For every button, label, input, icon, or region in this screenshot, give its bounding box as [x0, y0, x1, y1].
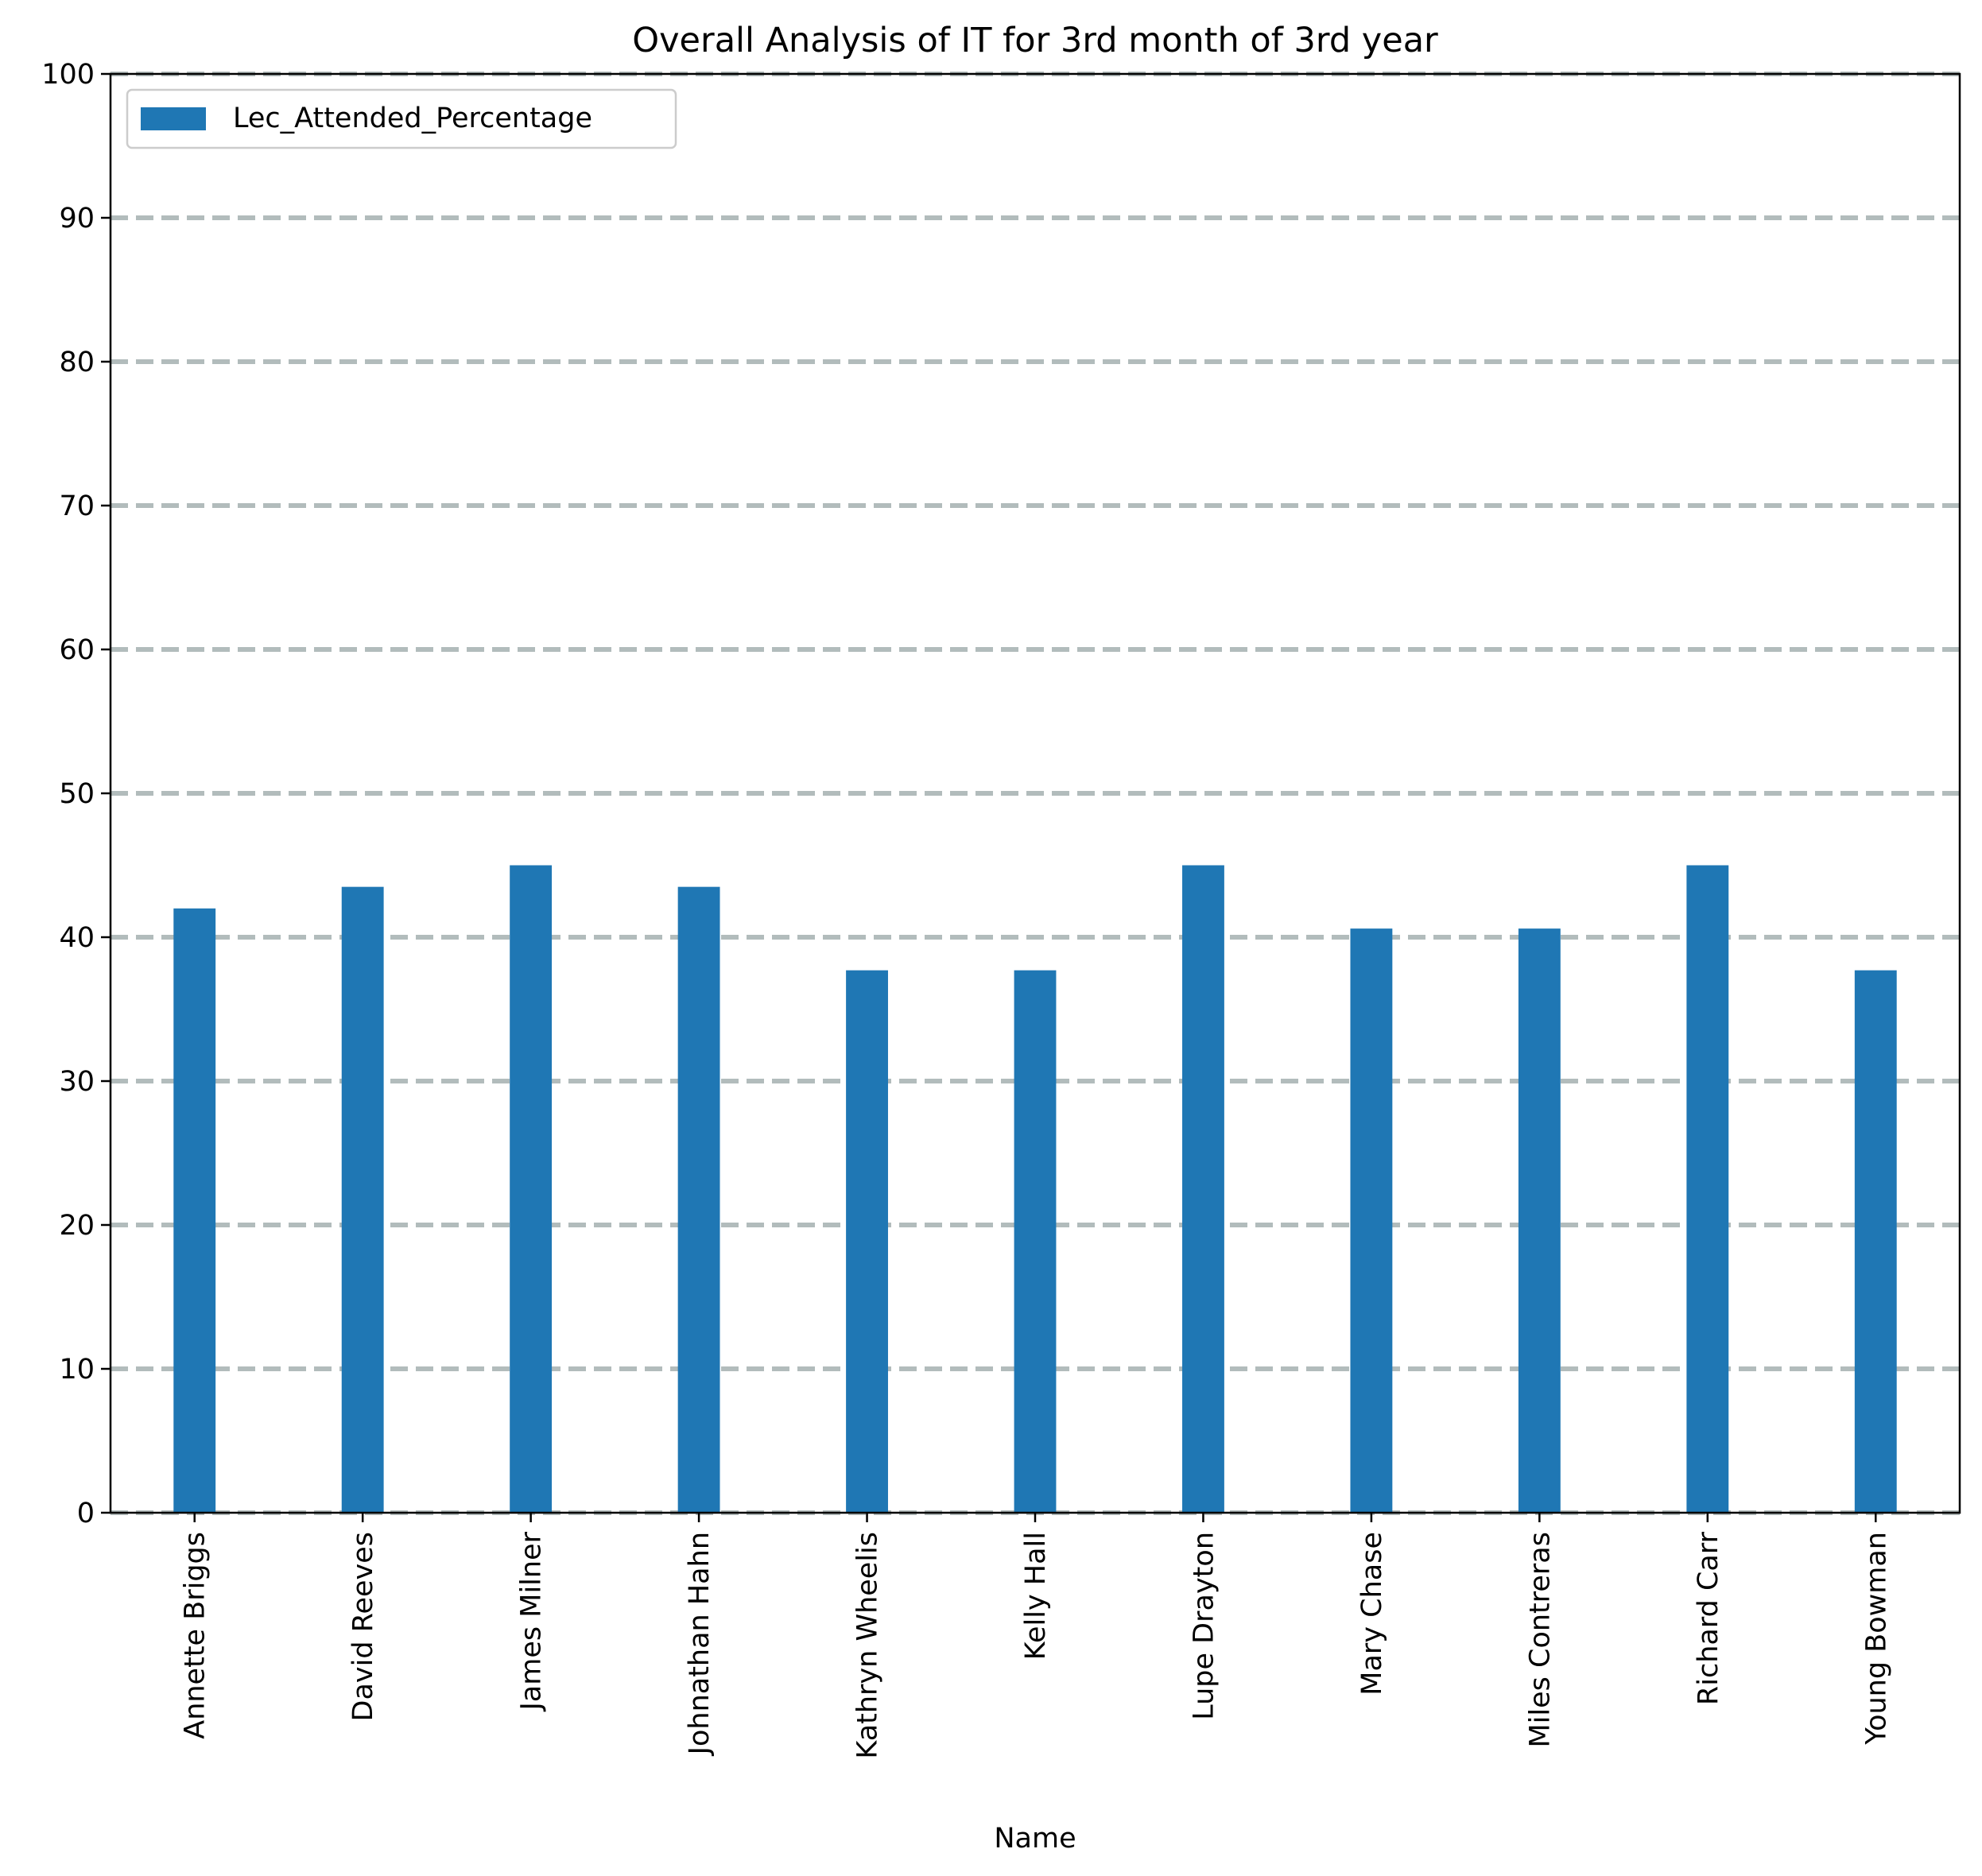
legend-label: Lec_Attended_Percentage [233, 103, 592, 134]
legend-swatch [141, 107, 206, 130]
bar [1014, 970, 1057, 1513]
bar [341, 886, 384, 1513]
y-tick-label: 100 [41, 59, 95, 91]
bar [846, 970, 888, 1513]
bars [173, 865, 1897, 1513]
y-tick-label: 0 [77, 1498, 95, 1529]
y-tick-label: 90 [59, 203, 95, 234]
bar [510, 865, 553, 1513]
y-tick-label: 50 [59, 778, 95, 810]
y-axis-ticks: 0 10 20 30 40 50 60 70 80 90 100 [41, 59, 111, 1529]
bar [1854, 970, 1897, 1513]
x-tick-label: Kathryn Wheelis [852, 1532, 884, 1759]
bar [677, 886, 720, 1513]
x-axis-ticks: Annette Briggs David Reeves James Milner Jo… [180, 1513, 1892, 1759]
y-tick-label: 70 [59, 490, 95, 522]
y-tick-label: 40 [59, 922, 95, 954]
x-tick-label: Richard Carr [1693, 1531, 1724, 1705]
bar [1518, 928, 1561, 1513]
y-tick-label: 10 [59, 1354, 95, 1386]
x-tick-label: David Reeves [347, 1532, 379, 1721]
x-tick-label: Lupe Drayton [1188, 1532, 1220, 1720]
y-tick-label: 80 [59, 347, 95, 378]
legend-box [126, 88, 677, 149]
bar [1182, 865, 1224, 1513]
bar [1686, 865, 1729, 1513]
y-tick-label: 20 [59, 1210, 95, 1242]
legend: Lec_Attended_Percentage [126, 88, 677, 149]
x-tick-label: Miles Contreras [1524, 1532, 1556, 1748]
x-axis-label: Name [994, 1823, 1076, 1855]
x-tick-label: Johnathan Hahn [684, 1532, 716, 1756]
y-tick-label: 60 [59, 634, 95, 666]
x-tick-label: James Milner [516, 1531, 548, 1711]
chart-title: Overall Analysis of IT for 3rd month of … [632, 21, 1438, 60]
y-tick-label: 30 [59, 1066, 95, 1098]
bar [173, 908, 216, 1513]
bar [1350, 928, 1393, 1513]
x-tick-label: Mary Chase [1356, 1532, 1388, 1696]
x-tick-label: Kelly Hall [1020, 1532, 1052, 1660]
x-tick-label: Young Bowman [1860, 1532, 1892, 1746]
x-tick-label: Annette Briggs [180, 1532, 211, 1739]
